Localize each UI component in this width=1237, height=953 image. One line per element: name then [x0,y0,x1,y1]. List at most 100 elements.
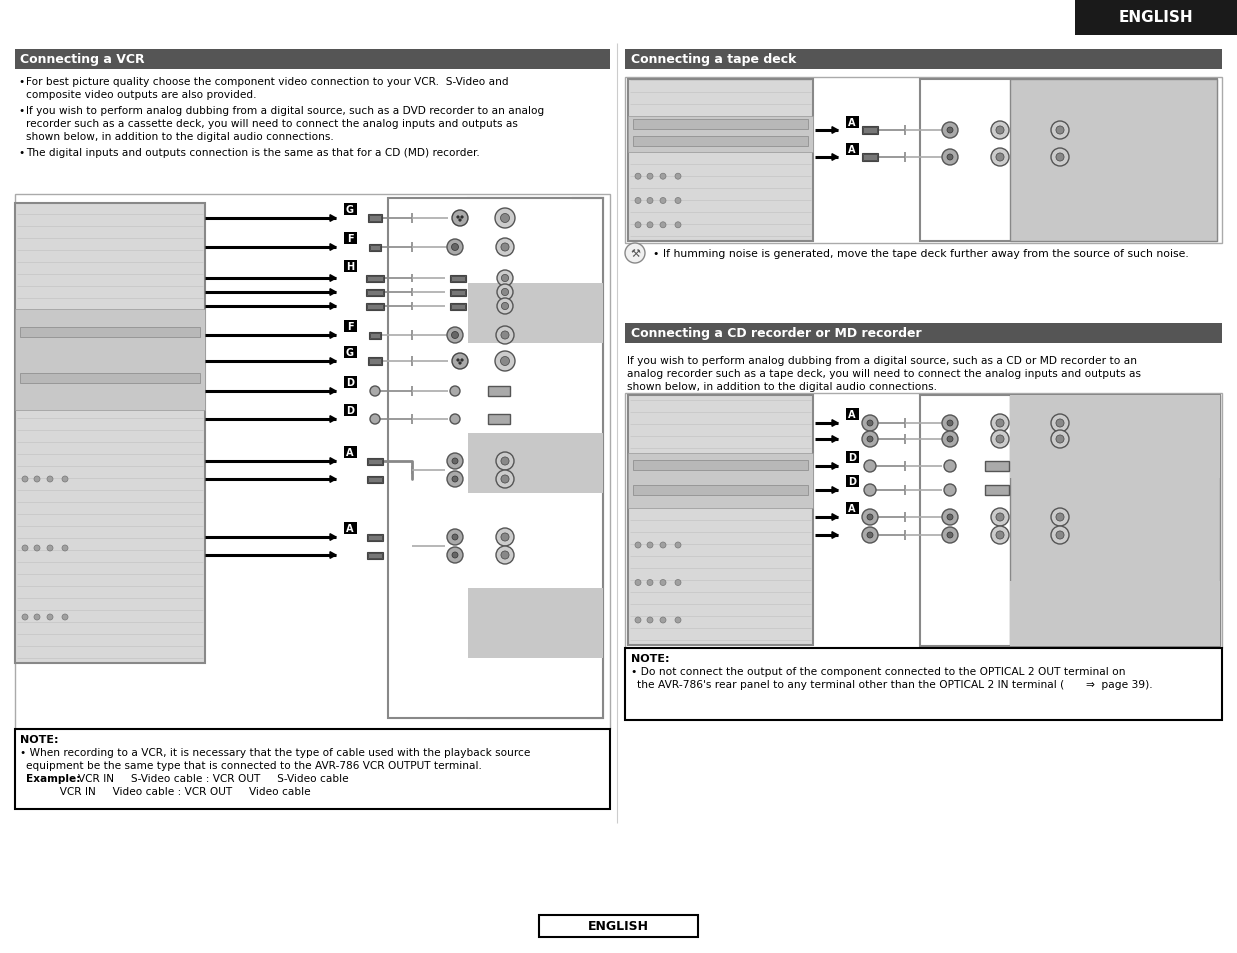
Circle shape [991,526,1009,544]
FancyBboxPatch shape [1009,395,1220,478]
Polygon shape [833,515,837,520]
Circle shape [996,127,1004,135]
FancyBboxPatch shape [367,535,382,540]
FancyBboxPatch shape [367,552,383,558]
Circle shape [647,198,653,204]
Circle shape [991,149,1009,167]
Circle shape [943,510,957,525]
Circle shape [459,362,461,365]
FancyBboxPatch shape [344,320,356,333]
Circle shape [450,415,460,424]
Circle shape [33,545,40,552]
Circle shape [501,476,510,483]
FancyBboxPatch shape [450,275,466,282]
FancyBboxPatch shape [15,729,610,809]
Circle shape [496,453,515,471]
Circle shape [501,357,510,366]
Circle shape [996,419,1004,428]
Circle shape [862,527,878,543]
FancyBboxPatch shape [920,395,1220,646]
Circle shape [675,198,682,204]
Circle shape [497,285,513,301]
Text: F: F [346,322,354,332]
Circle shape [635,542,641,548]
Circle shape [47,476,53,482]
Circle shape [501,534,510,541]
Circle shape [944,460,956,473]
Circle shape [863,484,876,497]
Polygon shape [330,290,336,296]
FancyBboxPatch shape [366,303,383,310]
Text: •: • [19,148,25,158]
FancyBboxPatch shape [633,136,808,147]
Text: • Do not connect the output of the component connected to the OPTICAL 2 OUT term: • Do not connect the output of the compo… [631,666,1126,677]
Circle shape [862,510,878,525]
Circle shape [22,615,28,620]
FancyBboxPatch shape [468,434,602,494]
Circle shape [647,618,653,623]
FancyBboxPatch shape [468,588,602,659]
Text: ⚒: ⚒ [630,249,640,258]
Circle shape [22,545,28,552]
FancyBboxPatch shape [370,245,380,251]
Text: A: A [849,410,856,419]
Circle shape [501,457,510,466]
Text: ⇒: ⇒ [1085,679,1094,689]
Text: ENGLISH: ENGLISH [588,920,648,933]
Text: •: • [19,106,25,116]
FancyBboxPatch shape [344,347,356,358]
Polygon shape [330,244,336,251]
Circle shape [452,458,458,464]
Text: A: A [346,523,354,534]
Text: D: D [849,476,856,486]
Circle shape [943,150,957,166]
Circle shape [452,244,459,252]
FancyBboxPatch shape [452,276,465,281]
Circle shape [452,553,458,558]
Circle shape [447,328,463,344]
Polygon shape [330,476,336,483]
Circle shape [33,476,40,482]
Circle shape [459,219,461,222]
Circle shape [501,244,510,252]
FancyBboxPatch shape [489,415,510,424]
FancyBboxPatch shape [367,476,383,483]
FancyBboxPatch shape [1009,395,1220,646]
FancyBboxPatch shape [625,324,1222,344]
Text: •: • [19,77,25,87]
FancyBboxPatch shape [369,215,381,222]
Circle shape [47,545,53,552]
FancyBboxPatch shape [625,648,1222,720]
Text: recorder such as a cassette deck, you will need to connect the analog inputs and: recorder such as a cassette deck, you wi… [26,119,518,129]
FancyBboxPatch shape [0,0,1237,34]
Circle shape [944,484,956,497]
FancyBboxPatch shape [15,204,205,663]
Circle shape [1051,149,1069,167]
Circle shape [496,546,515,564]
Circle shape [661,542,666,548]
FancyBboxPatch shape [15,310,205,411]
Circle shape [447,547,463,563]
Polygon shape [833,436,837,443]
Circle shape [447,530,463,545]
Circle shape [47,615,53,620]
FancyBboxPatch shape [369,358,381,365]
FancyBboxPatch shape [625,78,1222,244]
Text: shown below, in addition to the digital audio connections.: shown below, in addition to the digital … [627,381,936,392]
FancyBboxPatch shape [450,303,466,310]
Circle shape [867,515,873,520]
Circle shape [496,327,515,345]
FancyBboxPatch shape [367,458,383,465]
Polygon shape [833,128,837,134]
FancyBboxPatch shape [370,334,380,338]
Polygon shape [330,388,336,395]
FancyBboxPatch shape [468,284,602,344]
Circle shape [1056,153,1064,162]
Circle shape [635,174,641,180]
FancyBboxPatch shape [862,127,878,135]
Circle shape [1051,122,1069,140]
Text: NOTE:: NOTE: [631,654,669,663]
Text: NOTE:: NOTE: [20,734,58,744]
FancyBboxPatch shape [452,304,465,309]
Circle shape [635,579,641,586]
